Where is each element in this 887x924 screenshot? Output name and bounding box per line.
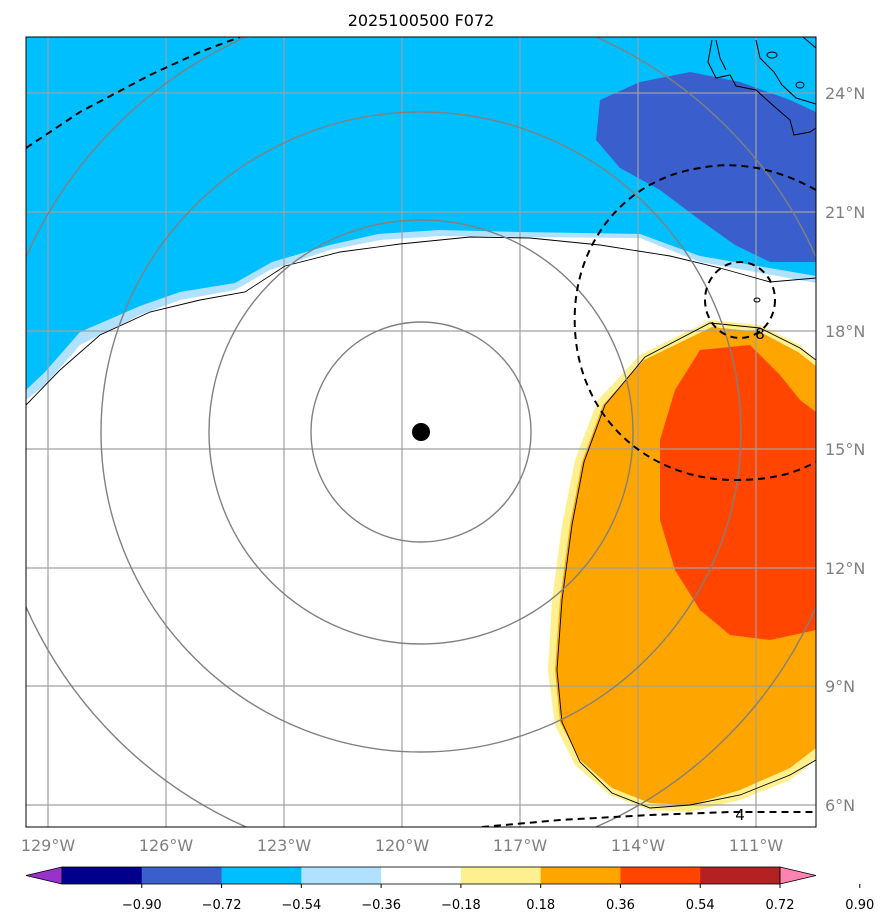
map-frame <box>25 36 817 828</box>
dashed-contours <box>26 37 816 827</box>
lon-label: 123°W <box>257 836 312 855</box>
lat-label: 15°N <box>825 440 865 459</box>
colorbar-segment <box>221 867 302 884</box>
lat-label: 6°N <box>825 796 855 815</box>
warm-boundary-line <box>556 322 816 809</box>
colorbar-tick-label: −0.54 <box>281 898 321 913</box>
colorbar-tick-label: 0.72 <box>766 898 795 913</box>
lat-label: 18°N <box>825 322 865 341</box>
lat-label: 21°N <box>825 203 865 222</box>
lon-label: 117°W <box>493 836 548 855</box>
colorbar-segment <box>62 867 143 884</box>
colorbar-outline <box>61 866 781 885</box>
range-rings <box>26 37 816 827</box>
colorbar-tick-label: 0.90 <box>845 898 874 913</box>
lat-label: 24°N <box>825 84 865 103</box>
map-panel: 8 4 <box>26 37 816 827</box>
colorbar-tick-label: 0.36 <box>606 898 635 913</box>
lat-label: 9°N <box>825 677 855 696</box>
colorbar-tick-label: −0.36 <box>361 898 401 913</box>
colorbar-tick-label: 0.54 <box>686 898 715 913</box>
longitude-labels: 129°W 126°W 123°W 120°W 117°W 114°W 111°… <box>21 836 784 855</box>
contour-label-8: 8 <box>755 325 765 343</box>
colorbar-tick-label: −0.18 <box>441 898 481 913</box>
coastline <box>707 37 816 303</box>
colorbar-tick-label: −0.90 <box>122 898 162 913</box>
colorbar-extend-low <box>25 866 63 885</box>
lat-label: 12°N <box>825 559 865 578</box>
colorbar-tick-label: 0.18 <box>526 898 555 913</box>
lon-label: 129°W <box>21 836 76 855</box>
colorbar-extend-high <box>779 866 817 885</box>
field-orange-red <box>660 345 816 640</box>
lon-label: 111°W <box>729 836 784 855</box>
colorbar-segment <box>540 867 621 884</box>
colorbar-segment <box>620 867 701 884</box>
latitude-labels: 24°N 21°N 18°N 15°N 12°N 9°N 6°N <box>825 84 865 815</box>
contour-label-4: 4 <box>735 806 745 824</box>
lon-label: 126°W <box>139 836 194 855</box>
colorbar: −0.90 −0.72 −0.54 −0.36 −0.18 0.18 0.36 0.54 0.7… <box>25 866 874 913</box>
lon-label: 114°W <box>611 836 666 855</box>
colorbar-segment <box>381 867 462 884</box>
colorbar-segment <box>460 867 542 884</box>
boundary-line <box>26 236 816 406</box>
storm-center-marker <box>412 423 430 441</box>
colorbar-segment <box>301 867 382 884</box>
colorbar-segment <box>141 867 223 884</box>
colorbar-segment <box>700 867 781 884</box>
figure-title: 2025100500 F072 <box>348 11 495 30</box>
lon-label: 120°W <box>375 836 430 855</box>
colorbar-tick-label: −0.72 <box>202 898 242 913</box>
